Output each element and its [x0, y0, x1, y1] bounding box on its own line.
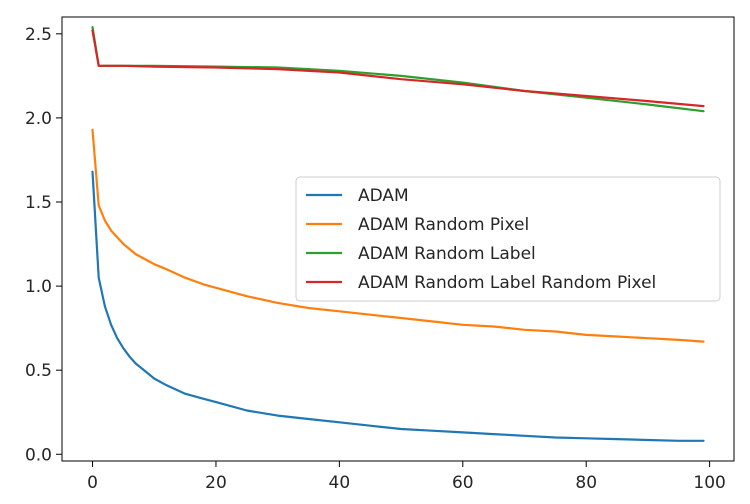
x-axis-ticks: 0 20 40 60 80 100: [87, 461, 726, 493]
y-axis-ticks: 0.0 0.5 1.0 1.5 2.0 2.5: [25, 25, 62, 465]
y-tick-label: 0.0: [25, 445, 52, 465]
x-tick-label: 40: [329, 473, 351, 493]
x-tick-label: 20: [205, 473, 227, 493]
legend: ADAM ADAM Random Pixel ADAM Random Label AD…: [295, 176, 721, 302]
plot-lines: [91, 26, 705, 442]
x-tick-label: 60: [452, 473, 474, 493]
axes-frame: [61, 16, 735, 462]
y-tick-label: 2.0: [25, 109, 52, 129]
y-tick-label: 2.5: [25, 25, 52, 45]
y-tick-label: 0.5: [25, 361, 52, 381]
series-line-0: [91, 170, 705, 442]
legend-box: [295, 176, 721, 302]
x-tick-label: 100: [693, 473, 725, 493]
x-tick-label: 80: [575, 473, 597, 493]
series-line-3: [91, 29, 705, 108]
x-tick-label: 0: [87, 473, 98, 493]
y-tick-label: 1.0: [25, 277, 52, 297]
y-tick-label: 1.5: [25, 193, 52, 213]
legend-label-2: ADAM Random Label: [358, 244, 536, 264]
legend-label-1: ADAM Random Pixel: [358, 215, 529, 235]
legend-label-3: ADAM Random Label Random Pixel: [358, 273, 656, 293]
series-line-1: [91, 128, 705, 343]
legend-label-0: ADAM: [358, 186, 409, 206]
